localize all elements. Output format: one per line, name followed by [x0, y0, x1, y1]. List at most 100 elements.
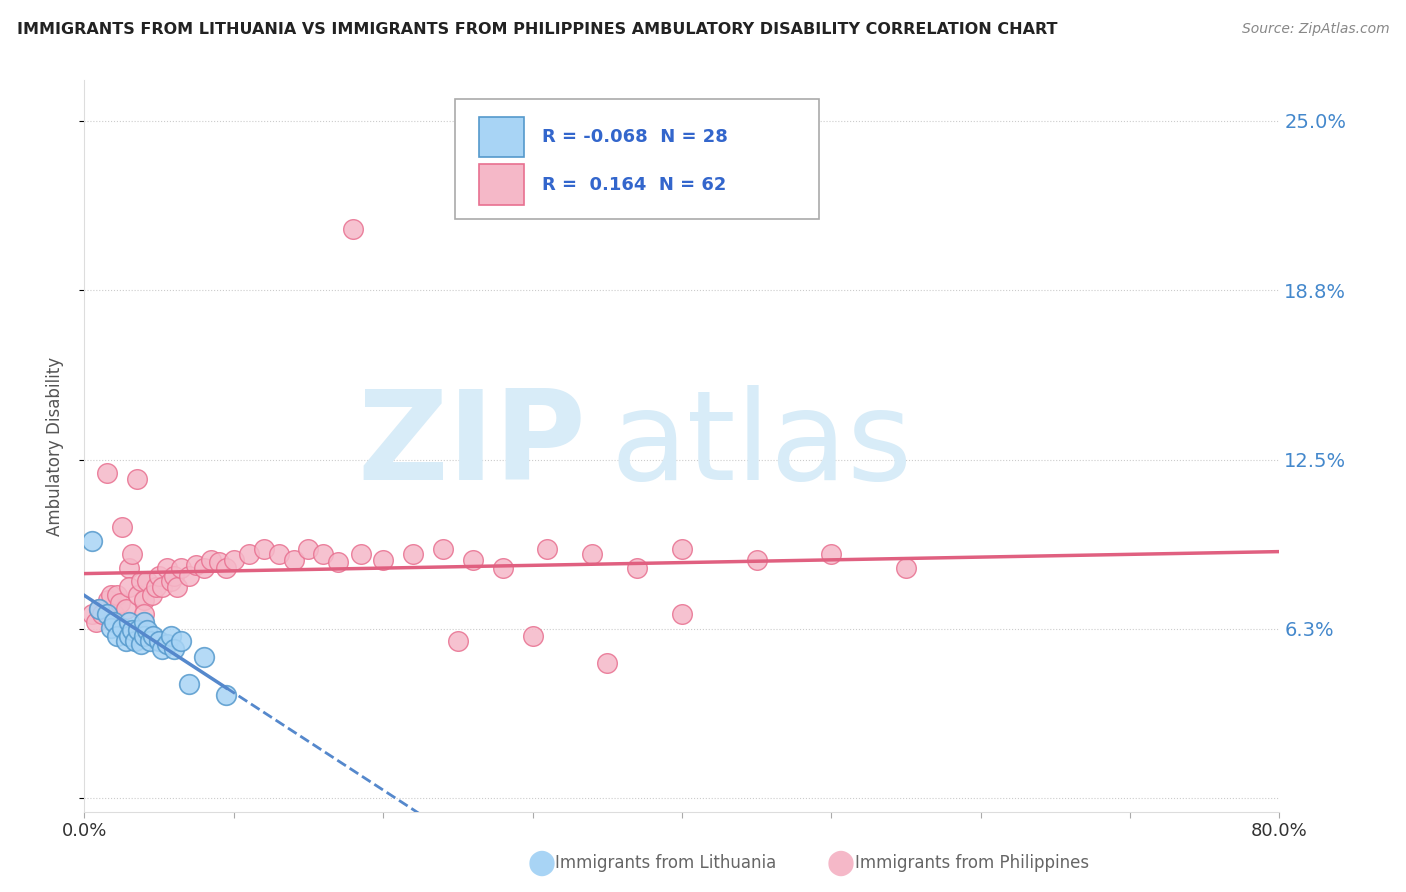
Point: [118, 615, 141, 629]
Point: [105, 629, 128, 643]
Point: [124, 634, 146, 648]
Point: [139, 634, 162, 648]
FancyBboxPatch shape: [479, 164, 524, 204]
Point: [581, 547, 603, 561]
Point: [170, 634, 193, 648]
Point: [745, 553, 768, 567]
Point: [100, 588, 122, 602]
Point: [127, 624, 149, 638]
Point: [186, 558, 208, 573]
Point: [110, 596, 132, 610]
FancyBboxPatch shape: [479, 117, 524, 157]
Point: [208, 556, 231, 570]
Point: [215, 561, 238, 575]
Point: [402, 547, 425, 561]
Point: [141, 588, 163, 602]
Text: ⬤: ⬤: [527, 850, 555, 876]
Text: ZIP: ZIP: [357, 385, 586, 507]
Point: [148, 569, 170, 583]
Point: [222, 553, 245, 567]
Point: [100, 620, 122, 634]
Point: [91, 607, 114, 621]
Point: [129, 574, 152, 589]
Point: [118, 580, 141, 594]
Text: R = -0.068  N = 28: R = -0.068 N = 28: [543, 128, 728, 146]
Point: [193, 561, 215, 575]
Point: [536, 541, 558, 556]
Point: [238, 547, 260, 561]
Point: [86, 615, 108, 629]
Point: [103, 615, 125, 629]
Point: [253, 541, 276, 556]
Point: [820, 547, 842, 561]
Point: [492, 561, 515, 575]
Point: [350, 547, 373, 561]
Point: [447, 634, 470, 648]
Y-axis label: Ambulatory Disability: Ambulatory Disability: [45, 357, 63, 535]
Point: [89, 601, 111, 615]
Point: [145, 580, 167, 594]
Point: [132, 629, 156, 643]
Point: [142, 629, 165, 643]
Point: [671, 541, 693, 556]
Point: [118, 561, 141, 575]
Point: [155, 637, 177, 651]
Point: [193, 650, 215, 665]
Point: [96, 607, 118, 621]
Point: [671, 607, 693, 621]
Point: [111, 620, 134, 634]
Point: [215, 688, 238, 702]
Point: [166, 580, 188, 594]
Point: [160, 629, 183, 643]
Point: [125, 471, 148, 485]
Point: [148, 634, 170, 648]
Point: [136, 624, 159, 638]
Point: [118, 629, 141, 643]
Point: [127, 588, 149, 602]
Point: [121, 624, 143, 638]
Point: [163, 569, 186, 583]
Point: [200, 553, 222, 567]
Point: [522, 629, 544, 643]
Point: [97, 593, 120, 607]
Point: [80, 533, 103, 548]
Point: [373, 553, 395, 567]
Point: [111, 520, 134, 534]
Point: [596, 656, 619, 670]
Point: [328, 556, 350, 570]
Text: ⬤: ⬤: [827, 850, 855, 876]
Point: [115, 601, 138, 615]
Text: IMMIGRANTS FROM LITHUANIA VS IMMIGRANTS FROM PHILIPPINES AMBULATORY DISABILITY C: IMMIGRANTS FROM LITHUANIA VS IMMIGRANTS …: [17, 22, 1057, 37]
Text: atlas: atlas: [610, 385, 912, 507]
FancyBboxPatch shape: [456, 99, 820, 219]
Point: [283, 553, 305, 567]
Point: [432, 541, 454, 556]
Point: [132, 593, 156, 607]
Point: [626, 561, 648, 575]
Point: [267, 547, 290, 561]
Point: [177, 569, 200, 583]
Text: Immigrants from Lithuania: Immigrants from Lithuania: [555, 855, 776, 872]
Point: [155, 561, 177, 575]
Text: Immigrants from Philippines: Immigrants from Philippines: [855, 855, 1090, 872]
Point: [342, 222, 364, 236]
Point: [150, 642, 173, 657]
Text: R =  0.164  N = 62: R = 0.164 N = 62: [543, 176, 727, 194]
Point: [132, 615, 156, 629]
Point: [96, 466, 118, 480]
Point: [150, 580, 173, 594]
Point: [103, 607, 125, 621]
Point: [80, 607, 103, 621]
Point: [461, 553, 484, 567]
Point: [105, 588, 128, 602]
Point: [121, 547, 143, 561]
Text: Source: ZipAtlas.com: Source: ZipAtlas.com: [1241, 22, 1389, 37]
Point: [129, 637, 152, 651]
Point: [89, 601, 111, 615]
Point: [136, 574, 159, 589]
Point: [894, 561, 917, 575]
Point: [160, 574, 183, 589]
Point: [163, 642, 186, 657]
Point: [115, 634, 138, 648]
Point: [177, 677, 200, 691]
